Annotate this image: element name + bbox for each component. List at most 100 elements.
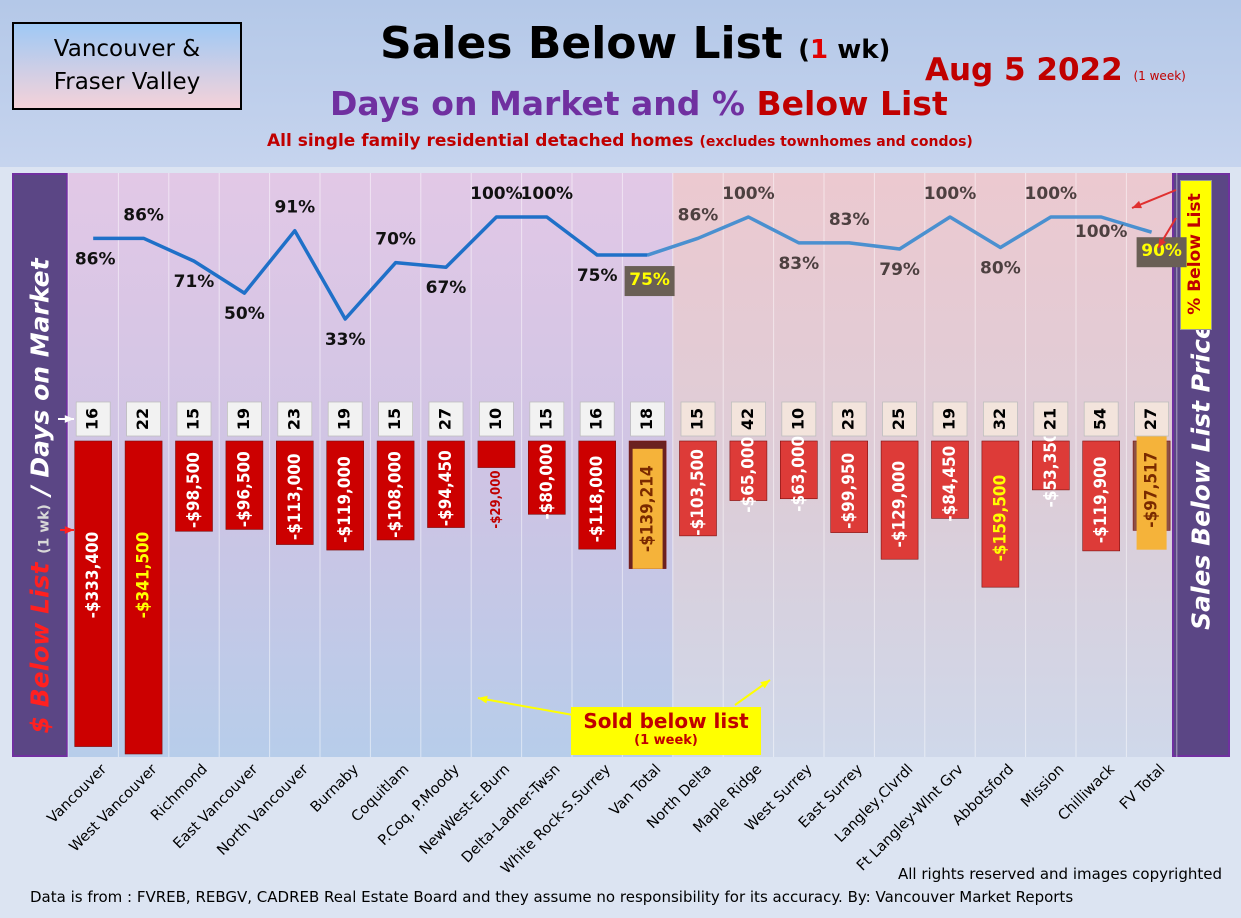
dom-box-15	[831, 401, 867, 437]
bar-value-label-9: -$80,000	[537, 444, 557, 520]
dom-value-12: 15	[688, 408, 707, 430]
bar-value-label-3: -$96,500	[234, 451, 254, 527]
pct-label-5: 33%	[325, 330, 366, 350]
bar-value-label-0: -$333,400	[83, 532, 103, 619]
left-axis-panel	[12, 173, 68, 757]
dom-value-4: 23	[284, 408, 303, 430]
category-label-8: NewWest-E.Burn	[417, 762, 513, 858]
dom-box-6	[378, 401, 414, 437]
sold-below-line-1: Sold below list	[583, 709, 749, 733]
bar-value-label-20: -$119,900	[1091, 457, 1111, 544]
chart-subtitle: Days on Market and % Below List	[330, 84, 948, 123]
dom-box-7	[428, 401, 464, 437]
dom-value-1: 22	[133, 408, 152, 430]
pct-label-1: 86%	[123, 205, 164, 225]
subtitle-part-2: Below List	[756, 84, 948, 123]
bar-2	[175, 440, 213, 532]
dom-value-13: 42	[738, 408, 757, 430]
title-suffix-close: wk)	[837, 35, 891, 65]
pct-label-20: 100%	[1075, 222, 1128, 242]
sold-arrow-left-head	[478, 695, 488, 704]
pct-line-fv	[647, 215, 1153, 257]
dom-box-3	[226, 401, 262, 437]
bar-13	[729, 440, 768, 501]
bar-18	[981, 440, 1020, 588]
bar-value-label-14: -$63,000	[789, 436, 809, 512]
bar-value-label-13: -$65,000	[738, 437, 758, 513]
region-box: Vancouver & Fraser Valley	[12, 22, 242, 110]
dom-box-4	[277, 401, 313, 437]
dom-value-16: 25	[889, 408, 908, 430]
pct-label-13: 100%	[722, 184, 775, 204]
copyright-note: All rights reserved and images copyright…	[898, 865, 1222, 883]
bar-value-label-8: -$29,000	[489, 471, 504, 529]
bar-5	[326, 440, 365, 551]
pct-label-6: 70%	[375, 230, 416, 250]
bar-19	[1032, 440, 1070, 491]
bar-value-label-4: -$113,000	[285, 453, 305, 540]
dom-box-12	[680, 401, 716, 437]
pct-label-14: 83%	[778, 254, 819, 274]
dom-box-14	[781, 401, 817, 437]
sold-below-line-2: (1 week)	[634, 733, 698, 748]
dom-box-17	[932, 401, 968, 437]
bar-10	[578, 440, 617, 550]
chart-title: Sales Below List (1 wk)	[380, 18, 890, 69]
bar-value-label-19: -$53,350	[1041, 431, 1061, 507]
bar-15	[830, 440, 869, 533]
source-note: Data is from : FVREB, REBGV, CADREB Real…	[30, 888, 1074, 906]
money-arrow-head	[64, 526, 74, 534]
report-date: Aug 5 2022 (1 week)	[925, 52, 1186, 88]
pct-arrow-1-head	[1132, 200, 1142, 209]
pct-label-7: 67%	[426, 278, 467, 298]
bar-value-label-1: -$341,500	[134, 532, 154, 619]
dom-arrow-head	[64, 415, 74, 423]
bar-1	[124, 440, 163, 755]
bar-7	[427, 440, 465, 528]
bar-value-label-2: -$98,500	[184, 452, 204, 528]
pct-label-9: 100%	[521, 184, 574, 204]
category-label-3: East Vancouver	[171, 761, 262, 852]
dom-box-2	[176, 401, 212, 437]
dom-box-9	[529, 401, 565, 437]
category-label-21: FV Total	[1117, 762, 1168, 813]
sub2-main: All single family residential detached h…	[267, 131, 694, 151]
bar-value-label-21: -$97,517	[1142, 452, 1162, 528]
pct-label-15: 83%	[829, 210, 870, 230]
dom-box-10	[579, 401, 615, 437]
dom-box-11	[630, 401, 665, 437]
dom-value-21: 27	[1141, 408, 1160, 430]
dom-box-5	[327, 401, 363, 437]
category-label-4: North Vancouver	[214, 761, 311, 858]
bar-value-label-16: -$129,000	[890, 461, 910, 548]
dom-value-8: 10	[486, 408, 505, 430]
dom-value-19: 21	[1040, 408, 1059, 430]
bar-14	[779, 440, 818, 500]
bar-value-label-18: -$159,500	[990, 475, 1010, 562]
bar-value-label-10: -$118,000	[587, 456, 607, 543]
pct-label-8: 100%	[470, 184, 523, 204]
bar-12	[679, 440, 717, 537]
dom-value-17: 19	[940, 408, 959, 430]
dom-value-0: 16	[83, 408, 102, 430]
bar-value-label-5: -$119,000	[335, 456, 355, 543]
dom-value-10: 16	[587, 408, 606, 430]
total-label-bg-11	[632, 448, 663, 569]
title-suffix: (1 wk)	[798, 35, 890, 65]
dom-box-8	[478, 401, 514, 437]
category-label-9: Delta-Ladner-Twsn	[459, 762, 564, 867]
bar-20	[1082, 440, 1120, 552]
pct-label-0: 86%	[75, 249, 116, 269]
title-suffix-num: 1	[810, 35, 829, 65]
pct-label-2: 71%	[174, 272, 215, 292]
pct-total-bg-11	[624, 266, 675, 297]
bar-8	[477, 440, 516, 468]
bar-value-label-15: -$99,950	[839, 453, 859, 529]
pct-label-12: 86%	[678, 205, 719, 225]
pct-label-19: 100%	[1025, 184, 1078, 204]
dom-box-13	[731, 401, 766, 437]
title-suffix-open: (	[798, 35, 811, 65]
category-label-1: West Vancouver	[67, 761, 161, 855]
pct-label-18: 80%	[980, 258, 1021, 278]
